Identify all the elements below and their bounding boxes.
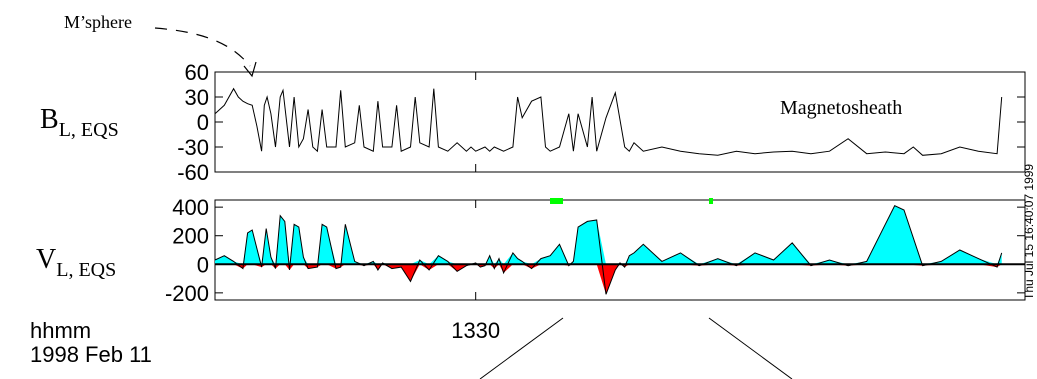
panel-velocity: 400 200 0 -200 VL, EQS — [36, 195, 1026, 306]
timestamp: Thu Jul 15 16:40:07 1999 — [1022, 164, 1036, 300]
msphere-arrow-head — [243, 61, 257, 78]
green-marker-1 — [550, 198, 563, 204]
top-ytick-label: -30 — [177, 135, 209, 160]
bottom-ytick-label: -200 — [165, 281, 209, 306]
x-label-date: 1998 Feb 11 — [30, 342, 152, 367]
bottom-y-ticks: 400 200 0 -200 — [165, 195, 1025, 306]
velocity-line — [214, 205, 1003, 295]
x-tick-label: 1330 — [451, 318, 500, 343]
velocity-negative-fill — [215, 264, 1002, 295]
top-ylabel: BL, EQS — [40, 104, 119, 141]
bottom-ytick-label: 0 — [197, 252, 209, 277]
top-ytick-label: 0 — [197, 110, 209, 135]
msphere-label: M’sphere — [64, 12, 132, 32]
x-ticks: 13301400 — [451, 72, 500, 343]
top-ytick-label: -60 — [177, 160, 209, 185]
bottom-ytick-label: 400 — [172, 195, 209, 220]
magnetosheath-label: Magnetosheath — [780, 97, 902, 119]
top-ytick-label: 60 — [185, 60, 209, 85]
bottom-ylabel: VL, EQS — [36, 244, 116, 281]
bottom-ytick-label: 200 — [172, 224, 209, 249]
x-label-hhmm: hhmm — [30, 318, 91, 343]
x-axis: 13301400 hhmm 1998 Feb 11 — [30, 72, 793, 379]
bottom-plot-frame — [214, 199, 1026, 301]
green-marker-2 — [709, 198, 713, 204]
zoom-line-left — [479, 317, 564, 379]
b-field-line — [214, 87, 1003, 156]
zoom-line-right — [708, 317, 793, 379]
velocity-positive-fill — [215, 205, 1002, 265]
top-ytick-label: 30 — [185, 85, 209, 110]
